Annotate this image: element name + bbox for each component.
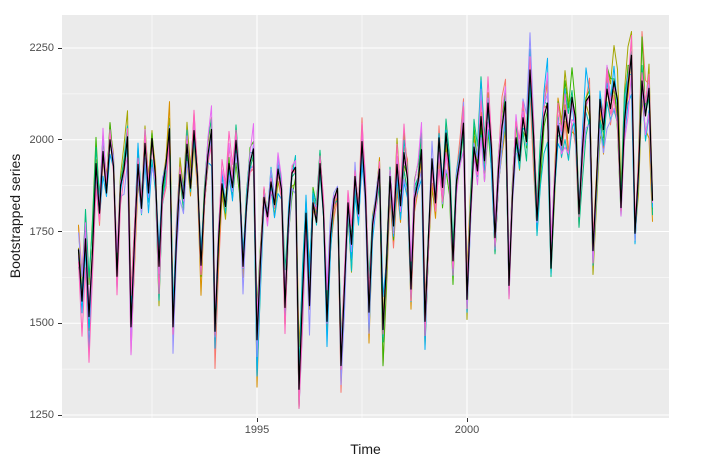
x-tick-label: 2000 (454, 424, 480, 436)
x-axis-title: Time (350, 441, 381, 457)
y-tick-label: 1500 (29, 317, 54, 330)
y-tick-label: 2000 (29, 133, 54, 146)
y-tick-mark (58, 47, 62, 49)
x-tick-mark (466, 418, 468, 422)
y-tick-label: 1750 (29, 225, 54, 238)
y-tick-mark (58, 231, 62, 232)
y-tick-mark (58, 414, 62, 416)
y-tick-mark (58, 139, 62, 141)
x-tick-mark (256, 418, 258, 422)
y-axis-title: Bootstrapped series (7, 153, 23, 279)
plot-panel (62, 15, 669, 418)
x-tick-label: 1995 (244, 424, 270, 436)
chart-canvas (62, 15, 669, 418)
y-tick-label: 1250 (29, 409, 54, 421)
y-tick-label: 2250 (29, 42, 54, 54)
original-series-line (77, 54, 654, 390)
y-tick-mark (58, 322, 62, 324)
